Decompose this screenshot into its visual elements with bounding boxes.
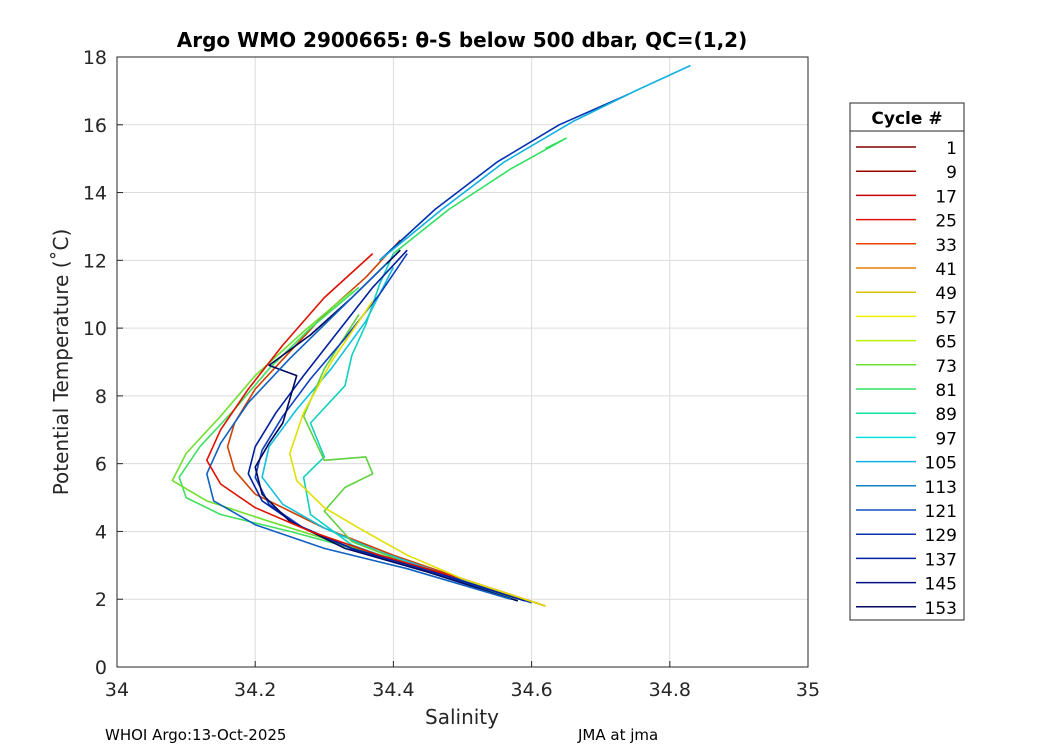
footer-source: WHOI Argo:13-Oct-2025	[105, 726, 287, 744]
series-line	[379, 93, 629, 261]
y-tick-label: 6	[95, 454, 107, 476]
y-tick-label: 12	[83, 250, 107, 272]
y-ticks: 0 2 4 6 8 10 12 14 16 18	[83, 47, 123, 679]
series-line	[254, 249, 519, 602]
legend-entry-label: 65	[935, 333, 957, 353]
legend-title: Cycle #	[871, 109, 942, 129]
plot-area	[117, 57, 808, 667]
x-tick-label: 34.6	[510, 679, 552, 701]
x-tick-label: 34	[105, 679, 129, 701]
y-tick-label: 14	[83, 183, 107, 205]
series-line	[392, 137, 567, 255]
legend-entry-label: 49	[935, 284, 957, 304]
y-tick-label: 18	[83, 47, 107, 69]
legend-entry-label: 113	[925, 478, 957, 498]
footer-credit: JMA at jma	[578, 726, 659, 744]
chart-title: Argo WMO 2900665: θ-S below 500 dbar, QC…	[177, 28, 747, 52]
series-line	[206, 253, 546, 607]
legend-entry-label: 57	[935, 308, 957, 328]
y-tick-label: 10	[83, 318, 107, 340]
y-tick-label: 2	[95, 589, 107, 611]
legend-items: 1 9 17 25 33 41 49 57 65 73 81 89 97 105 113 121 129 137 1…	[856, 139, 957, 619]
legend-entry-label: 137	[925, 550, 957, 570]
y-tick-label: 4	[95, 521, 107, 543]
series-line	[288, 300, 546, 607]
series-line	[261, 266, 532, 604]
plot-frame	[116, 56, 809, 668]
series-line	[247, 249, 525, 602]
legend-entry-label: 81	[935, 381, 957, 401]
legend-entry-label: 97	[935, 429, 957, 449]
legend-entry-label: 153	[925, 599, 957, 619]
legend-entry-label: 121	[925, 502, 957, 522]
legend-entry-label: 89	[935, 405, 957, 425]
x-axis-label: Salinity	[425, 705, 499, 729]
legend-entry-label: 17	[935, 187, 957, 207]
y-axis-label: Potential Temperature (˚C)	[49, 229, 73, 496]
legend-entry-label: 25	[935, 212, 957, 232]
x-tick-label: 35	[796, 679, 820, 701]
legend-entry-label: 145	[925, 575, 957, 595]
legend-entry-label: 33	[935, 236, 957, 256]
data-series	[171, 64, 691, 607]
legend-entry-label: 129	[925, 526, 957, 546]
legend-entry-label: 1	[946, 139, 957, 159]
y-tick-label: 0	[95, 657, 107, 679]
x-tick-label: 34.8	[649, 679, 691, 701]
x-ticks: 34 34.2 34.4 34.6 34.8 35	[105, 661, 820, 701]
y-tick-label: 8	[95, 386, 107, 408]
x-tick-label: 34.2	[234, 679, 276, 701]
legend-entry-label: 105	[925, 454, 957, 474]
legend-entry-label: 73	[935, 357, 957, 377]
legend-entry-label: 9	[946, 163, 957, 183]
series-line	[379, 64, 691, 261]
legend-entry-label: 41	[935, 260, 957, 280]
legend: Cycle # 1 9 17 25 33 41 49 57 65 73 81 89 97 105 113 12…	[849, 102, 965, 621]
y-tick-label: 16	[83, 115, 107, 137]
x-tick-label: 34.4	[372, 679, 414, 701]
series-line	[206, 263, 512, 600]
